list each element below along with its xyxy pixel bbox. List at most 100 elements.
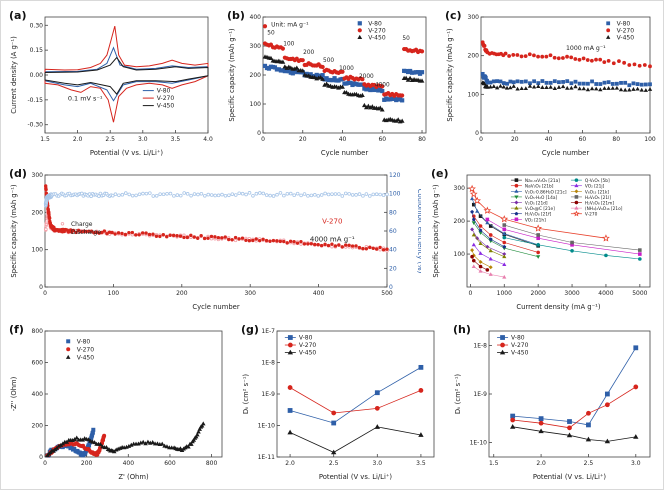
svg-text:V-270: V-270	[157, 95, 175, 102]
svg-text:100: 100	[454, 251, 466, 258]
panel-f: (f) 0 200 400 600 800 0 200 400 600 800 Z' (Ohm) -Z…	[7, 323, 231, 483]
svg-text:100: 100	[468, 91, 480, 98]
svg-text:1E-8: 1E-8	[473, 343, 487, 350]
svg-text:V-450: V-450	[299, 350, 317, 357]
svg-text:2.0: 2.0	[536, 460, 546, 467]
svg-text:200: 200	[81, 460, 93, 467]
svg-text:NaV₃O₈ [21b]: NaV₃O₈ [21b]	[525, 184, 554, 190]
svg-text:Cycle number: Cycle number	[542, 149, 589, 157]
svg-text:V-80: V-80	[157, 88, 171, 95]
svg-text:500: 500	[381, 290, 393, 297]
svg-text:Cycle number: Cycle number	[321, 149, 368, 157]
svg-text:Coulombic efficiency (%): Coulombic efficiency (%)	[416, 189, 421, 274]
svg-text:V-80: V-80	[368, 20, 382, 27]
panel-letter-f: (f)	[9, 323, 24, 336]
svg-text:Na₀.₃₃V₂O₅ [21a]: Na₀.₃₃V₂O₅ [21a]	[525, 178, 560, 184]
svg-text:1E-9: 1E-9	[473, 391, 487, 398]
svg-text:1E-10: 1E-10	[258, 423, 276, 430]
svg-text:H₂V₃O₈ [21f]: H₂V₃O₈ [21f]	[525, 212, 552, 218]
svg-text:2.5: 2.5	[584, 460, 594, 467]
panel-letter-a: (a)	[9, 9, 27, 22]
panel-c: (c) 0 20 40 60 80 100 0 100 200 300 Cycle number Sp…	[443, 9, 659, 159]
svg-text:200: 200	[32, 423, 44, 430]
svg-text:100: 100	[108, 290, 120, 297]
svg-text:0: 0	[43, 460, 47, 467]
svg-text:0.00: 0.00	[30, 72, 44, 79]
svg-text:400: 400	[123, 460, 135, 467]
svg-text:1E-10: 1E-10	[470, 439, 488, 446]
svg-text:3.0: 3.0	[631, 460, 641, 467]
svg-text:1E-9: 1E-9	[261, 391, 275, 398]
svg-text:Specific capacity (mAh g⁻¹): Specific capacity (mAh g⁻¹)	[446, 28, 454, 121]
svg-text:0: 0	[389, 284, 393, 291]
svg-text:60: 60	[389, 228, 397, 235]
svg-text:0: 0	[479, 136, 483, 143]
svg-text:V-80: V-80	[299, 335, 313, 342]
svg-text:Current density (mA g⁻¹): Current density (mA g⁻¹)	[516, 303, 600, 311]
svg-text:V₂O₅@C [21e]: V₂O₅@C [21e]	[525, 206, 555, 212]
long-cycling-chart: 0 100 200 300 400 500010020030002040608010012…	[10, 172, 421, 311]
svg-text:1E-7: 1E-7	[261, 328, 275, 335]
svg-text:V-80: V-80	[511, 335, 525, 342]
svg-text:60: 60	[579, 136, 587, 143]
svg-text:80: 80	[418, 136, 426, 143]
svg-text:600: 600	[164, 460, 176, 467]
svg-text:200: 200	[32, 209, 44, 216]
svg-text:40: 40	[545, 136, 553, 143]
svg-text:300: 300	[250, 43, 262, 50]
panel-letter-c: (c)	[445, 9, 462, 22]
svg-text:V-270: V-270	[585, 212, 598, 218]
svg-text:Specific capacity (mAh g⁻¹): Specific capacity (mAh g⁻¹)	[432, 184, 440, 277]
svg-text:3.5: 3.5	[171, 136, 181, 143]
svg-text:2000: 2000	[531, 290, 546, 297]
svg-text:300: 300	[468, 14, 480, 21]
svg-text:200: 200	[454, 218, 466, 225]
svg-text:V-270: V-270	[368, 27, 386, 34]
svg-text:400: 400	[313, 290, 325, 297]
svg-text:2000: 2000	[359, 74, 374, 80]
cv-chart: 1.5 2.0 2.5 3.0 3.5 4.0 -0.30 -0.15 0.00 0.15 0.30…	[10, 16, 213, 157]
panel-a: (a) 1.5 2.0 2.5 3.0 3.5 4.0 -0.30 -0.15 0.00 0.15…	[7, 9, 217, 159]
svg-text:V-80: V-80	[77, 338, 91, 345]
svg-text:60: 60	[378, 136, 386, 143]
svg-text:100: 100	[32, 247, 44, 254]
svg-text:H₂V₃O₈ [21m]: H₂V₃O₈ [21m]	[585, 201, 614, 207]
svg-text:4000: 4000	[598, 290, 613, 297]
svg-text:Dₗᵢ (cm² s⁻¹): Dₗᵢ (cm² s⁻¹)	[242, 374, 250, 414]
svg-text:100: 100	[283, 41, 294, 47]
svg-text:20: 20	[299, 136, 307, 143]
svg-text:0: 0	[39, 454, 43, 461]
svg-text:Potential (V vs. Li/Li⁺): Potential (V vs. Li/Li⁺)	[90, 149, 164, 157]
svg-text:-Z'' (Ohm): -Z'' (Ohm)	[10, 376, 18, 411]
svg-text:0: 0	[39, 284, 43, 291]
svg-text:V-450: V-450	[511, 350, 529, 357]
svg-text:1000: 1000	[339, 66, 354, 72]
svg-text:4.0: 4.0	[203, 136, 213, 143]
svg-text:300: 300	[454, 185, 466, 192]
svg-text:0.15: 0.15	[30, 47, 44, 54]
svg-text:Charge: Charge	[71, 221, 93, 228]
svg-text:400: 400	[250, 14, 262, 21]
svg-text:1.5: 1.5	[40, 136, 50, 143]
svg-text:Current density (A g⁻¹): Current density (A g⁻¹)	[10, 36, 18, 114]
svg-text:-0.30: -0.30	[27, 122, 43, 129]
svg-text:0.30: 0.30	[30, 22, 44, 29]
svg-text:3.0: 3.0	[138, 136, 148, 143]
svg-text:500: 500	[323, 58, 334, 64]
svg-text:300: 300	[244, 290, 256, 297]
cycling-1000-chart: 0 20 40 60 80 100 0 100 200 300 Cycle number Specif…	[446, 14, 656, 157]
svg-text:600: 600	[32, 360, 44, 367]
panel-d: (d) 0 100 200 300 400 500 0 100 200 300 0 20 40 60 80 1…	[7, 167, 421, 313]
svg-text:200: 200	[250, 72, 262, 79]
svg-text:Potential (V vs. Li/Li⁺): Potential (V vs. Li/Li⁺)	[319, 473, 393, 481]
svg-text:100: 100	[250, 101, 262, 108]
svg-text:-0.15: -0.15	[27, 97, 43, 104]
svg-text:0.1 mV s⁻¹: 0.1 mV s⁻¹	[68, 95, 103, 103]
panel-letter-h: (h)	[453, 323, 471, 336]
diffusion-coefficient-chart-h: 1.5 2.0 2.5 3.0 1E-10 1E-9 1E-8 Potential (V vs…	[454, 330, 651, 481]
svg-text:0: 0	[475, 130, 479, 137]
eis-nyquist-chart: 0 200 400 600 800 0 200 400 600 800 Z' (Ohm) -Z'' (…	[10, 328, 223, 481]
panel-h: (h) 1.5 2.0 2.5 3.0 1E-10 1E-9 1E-8 Potential (…	[451, 323, 659, 483]
svg-text:0: 0	[257, 130, 261, 137]
